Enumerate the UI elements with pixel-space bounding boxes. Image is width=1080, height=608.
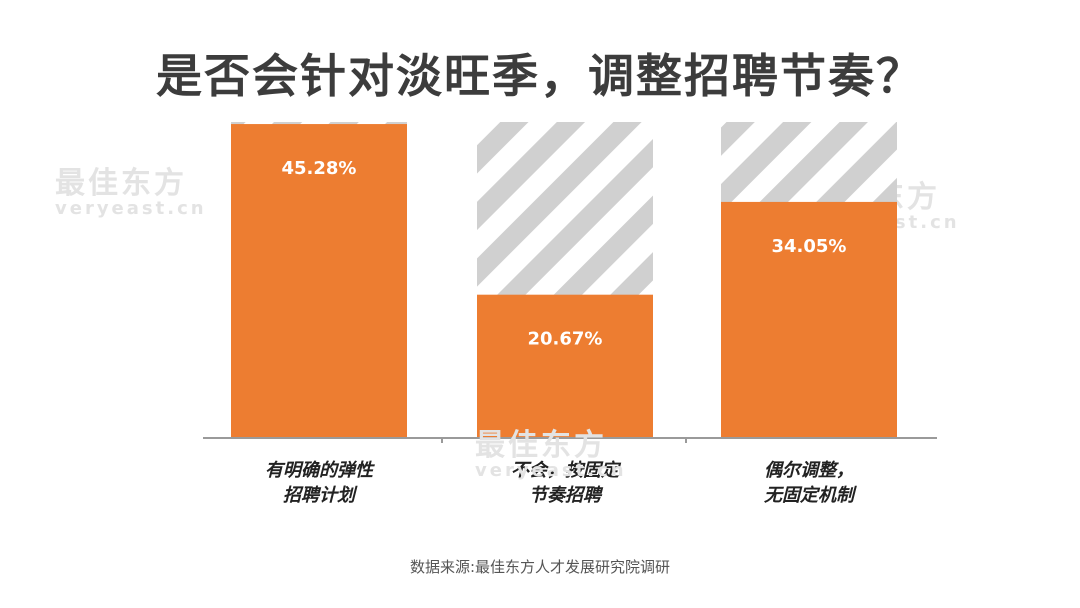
category-label: 不会，按固定 xyxy=(511,460,622,481)
category-label: 偶尔调整， xyxy=(764,460,854,481)
watermark-logo: 最佳东方 veryeast.cn xyxy=(475,420,627,481)
watermark-cn: 最佳东方 xyxy=(55,166,187,201)
bar xyxy=(231,124,407,438)
watermark-cn: 最佳东方 xyxy=(475,428,607,463)
data-label: 34.05% xyxy=(772,236,847,257)
data-source: 数据来源:最佳东方人才发展研究院调研 xyxy=(409,558,671,576)
x-ticks-group xyxy=(441,438,687,443)
data-label: 45.28% xyxy=(282,158,357,179)
watermark-logo: 最佳东方 veryeast.cn xyxy=(55,158,207,219)
category-label: 无固定机制 xyxy=(763,485,857,506)
watermark-en: veryeast.cn xyxy=(55,198,207,219)
data-label: 20.67% xyxy=(528,329,603,350)
category-label: 节奏招聘 xyxy=(529,485,604,506)
watermark-en: veryeast.cn xyxy=(475,460,627,481)
bar xyxy=(477,294,653,438)
bar xyxy=(721,201,897,438)
bars-group: 45.28% 20.67% 34.05% xyxy=(231,122,897,438)
category-label: 招聘计划 xyxy=(283,485,358,506)
category-label: 有明确的弹性 xyxy=(265,460,375,481)
chart-title: 是否会针对淡旺季，调整招聘节奏？ xyxy=(156,49,924,103)
